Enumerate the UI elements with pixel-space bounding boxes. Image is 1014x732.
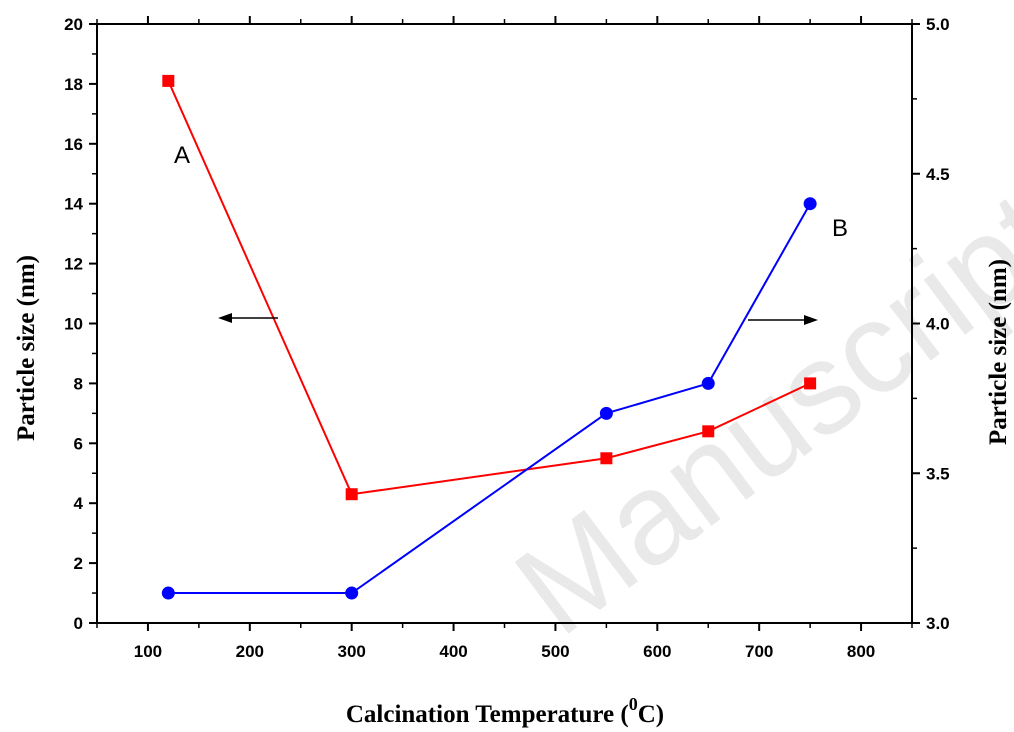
y-left-tick-label: 2: [74, 554, 83, 573]
series-a-point: [702, 425, 715, 438]
y-left-tick-label: 20: [64, 15, 83, 34]
y-right-tick-label: 5.0: [926, 15, 950, 34]
x-tick-label: 700: [745, 642, 773, 661]
series-a-point: [600, 452, 613, 465]
x-tick-label: 200: [236, 642, 264, 661]
series-a-point: [162, 74, 175, 87]
series-b-point: [701, 376, 715, 390]
x-tick-label: 500: [541, 642, 569, 661]
y-right-tick-label: 3.5: [926, 464, 950, 483]
series-b-point: [161, 586, 175, 600]
series-b-annotation: B: [832, 215, 848, 242]
y-left-tick-label: 0: [74, 614, 83, 633]
y-left-tick-label: 8: [74, 374, 83, 393]
x-tick-label: 600: [643, 642, 671, 661]
x-tick-label: 800: [847, 642, 875, 661]
series-b-point: [803, 197, 817, 211]
y-left-tick-label: 16: [64, 135, 83, 154]
x-tick-label: 400: [439, 642, 467, 661]
series-layer: [161, 74, 817, 600]
left-axis-arrow: [218, 313, 278, 323]
y-left-tick-label: 18: [64, 75, 83, 94]
y-left-tick-label: 10: [64, 315, 83, 334]
series-a-point: [345, 488, 358, 501]
y-axis-left-title: Particle size (nm): [13, 255, 40, 441]
x-tick-label: 100: [134, 642, 162, 661]
axes: 100 200 300 400 500 600 700 800 0 2 4 6 8 10 12 14 16 18 2…: [64, 15, 950, 661]
y-axis-right-title: Particle size (nm): [985, 259, 1012, 445]
x-tick-label: 300: [338, 642, 366, 661]
series-b-point: [345, 586, 359, 600]
y-right-tick-label: 4.5: [926, 165, 950, 184]
y-left-tick-label: 6: [74, 434, 83, 453]
y-left-tick-label: 12: [64, 255, 83, 274]
y-left-tick-label: 14: [64, 195, 83, 214]
series-a-point: [804, 377, 817, 390]
right-axis-arrow: [748, 315, 818, 325]
series-b-point: [599, 406, 613, 420]
series-a-annotation: A: [174, 142, 190, 169]
y-right-tick-label: 4.0: [926, 315, 950, 334]
y-right-tick-label: 3.0: [926, 614, 950, 633]
x-axis-title: Calcination Temperature (0C): [346, 694, 664, 728]
y-left-tick-label: 4: [74, 494, 84, 513]
watermark: Manuscript: [489, 163, 1014, 662]
